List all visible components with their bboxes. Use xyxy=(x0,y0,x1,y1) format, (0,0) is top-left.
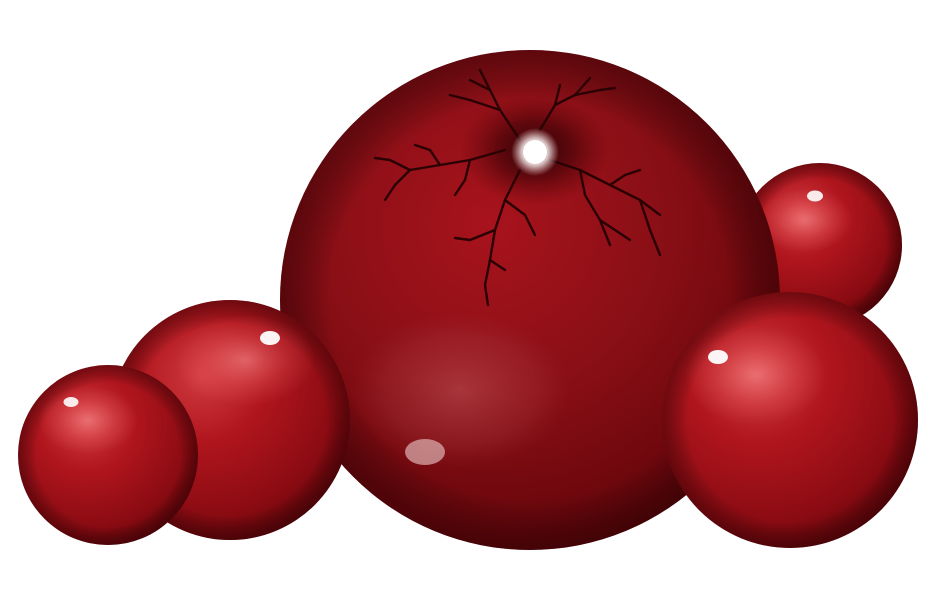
orb-front-left xyxy=(18,365,198,545)
large-cracked-orb xyxy=(280,50,780,550)
orb-front-right xyxy=(662,292,918,548)
crack-lines xyxy=(373,68,662,307)
